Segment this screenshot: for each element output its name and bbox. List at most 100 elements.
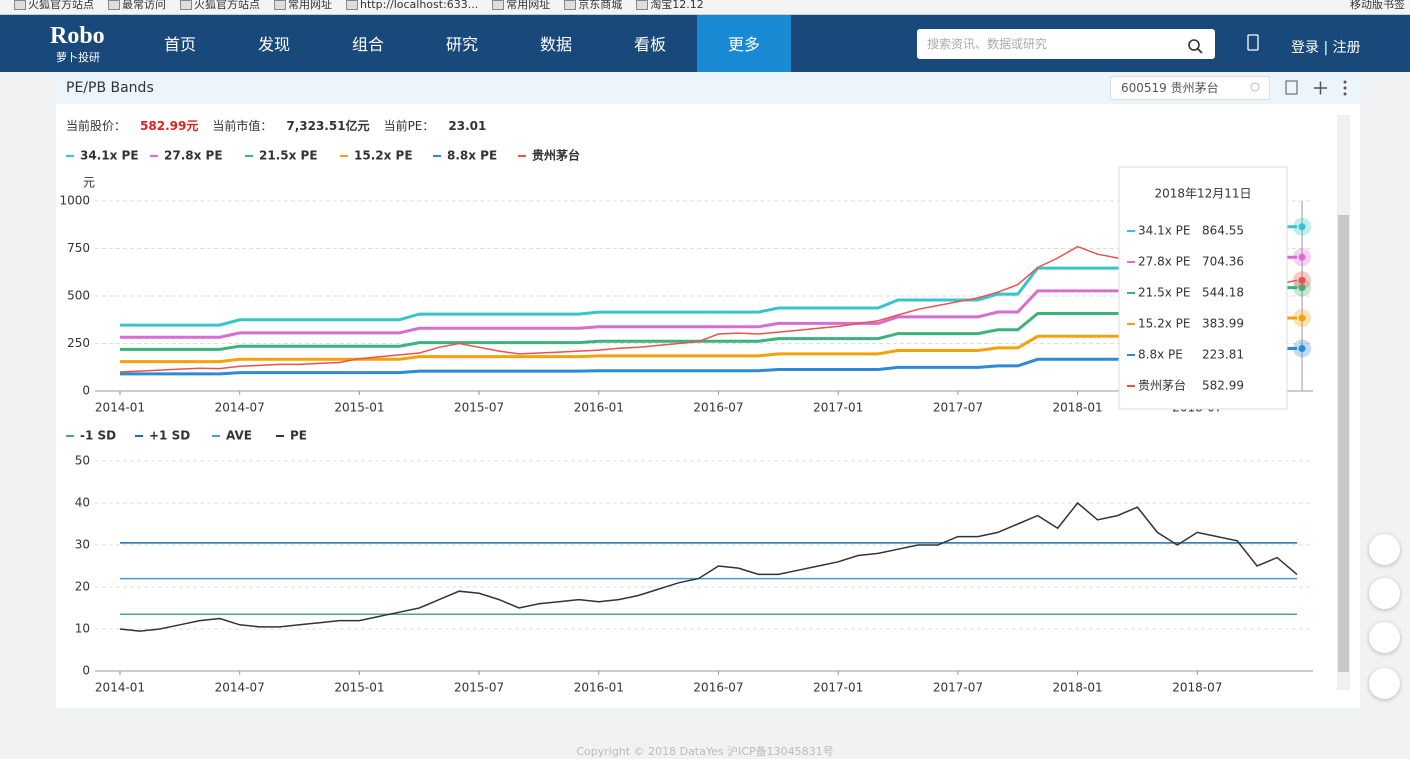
info-item: 当前股价： 582.99元: [66, 119, 198, 133]
nav-item[interactable]: 更多: [697, 15, 791, 72]
tooltip-name: 21.5x PE: [1138, 286, 1190, 300]
bookmark[interactable]: http://localhost:633...: [346, 0, 478, 10]
bookmarks-bar: 火狐官方站点 最常访问 火狐官方站点 常用网址 http://localhost:633…: [0, 0, 1410, 15]
series-line: [120, 225, 1297, 327]
series-line: [120, 347, 1297, 376]
x-tick-label: 2017-07: [933, 401, 983, 415]
tooltip-name: 8.8x PE: [1138, 348, 1183, 362]
scroll-thumb[interactable]: [1338, 215, 1349, 672]
tooltip-name: 27.8x PE: [1138, 255, 1190, 269]
nav-item[interactable]: 看板: [633, 35, 666, 54]
point: [1298, 253, 1306, 261]
search-box[interactable]: 搜索资讯、数据或研究: [917, 29, 1215, 59]
legend-label[interactable]: +1 SD: [149, 429, 190, 443]
point: [1298, 344, 1306, 352]
tooltip-value: 704.36: [1202, 255, 1244, 269]
x-tick-label: 2015-01: [334, 681, 384, 695]
tooltip-value: 582.99: [1202, 379, 1244, 393]
tooltip-value: 544.18: [1202, 286, 1244, 300]
legend-label[interactable]: PE: [290, 429, 307, 443]
export-icon[interactable]: [1285, 80, 1298, 95]
y-tick-label: 500: [67, 289, 90, 303]
info-value: 582.99元: [140, 119, 199, 133]
bookmark[interactable]: 火狐官方站点: [14, 0, 94, 10]
series-line: [119, 245, 1298, 373]
x-tick-label: 2014-07: [215, 401, 265, 415]
x-tick-label: 2017-01: [813, 401, 863, 415]
x-tick-label: 2015-07: [454, 681, 504, 695]
bookmark[interactable]: 淘宝12.12: [636, 0, 704, 10]
phone-button[interactable]: [1369, 622, 1400, 653]
info-item: 当前市值： 7,323.51亿元: [212, 119, 369, 133]
logo[interactable]: Robo: [50, 23, 105, 49]
info-line: 当前股价： 582.99元 当前市值： 7,323.51亿元 当前PE： 23.01: [66, 117, 500, 134]
x-tick-label: 2016-07: [693, 401, 743, 415]
bookmark[interactable]: 常用网址: [274, 0, 332, 10]
legend-label[interactable]: 34.1x PE: [80, 149, 139, 163]
legend-label[interactable]: -1 SD: [80, 429, 116, 443]
tooltip-name: 15.2x PE: [1138, 317, 1190, 331]
x-tick-label: 2014-01: [95, 681, 145, 695]
tooltip-value: 223.81: [1202, 348, 1244, 362]
support-button[interactable]: [1369, 534, 1400, 565]
legend-label[interactable]: 15.2x PE: [354, 149, 413, 163]
x-tick-label: 2015-07: [454, 401, 504, 415]
info-value: 7,323.51亿元: [286, 119, 370, 133]
menu-dot: [1343, 86, 1347, 90]
info-value: 23.01: [448, 119, 487, 133]
nav-item[interactable]: 首页: [163, 35, 196, 54]
bookmark[interactable]: 常用网址: [492, 0, 550, 10]
legend-label[interactable]: AVE: [226, 429, 252, 443]
nav-item[interactable]: 数据: [539, 35, 572, 54]
stock-input[interactable]: 600519 贵州茅台: [1110, 76, 1270, 100]
y-tick-label: 1000: [59, 194, 90, 208]
y-tick-label: 0: [82, 384, 90, 398]
info-label: 当前市值：: [212, 119, 273, 133]
x-tick-label: 2018-07: [1172, 681, 1222, 695]
y-tick-label: 250: [67, 336, 90, 350]
series-line: [120, 286, 1297, 351]
nav-item[interactable]: 组合: [351, 35, 384, 54]
login-link[interactable]: 登录: [1291, 40, 1319, 56]
nav-item[interactable]: 研究: [445, 35, 478, 54]
x-tick-label: 2016-07: [693, 681, 743, 695]
nav-item[interactable]: 发现: [257, 35, 290, 54]
add-icon[interactable]: [1314, 81, 1327, 95]
bookmark[interactable]: 火狐官方站点: [180, 0, 260, 10]
stock-search-icon: [1250, 82, 1260, 92]
x-tick-label: 2015-01: [334, 401, 384, 415]
register-link[interactable]: 注册: [1332, 40, 1361, 56]
legend-label[interactable]: 贵州茅台: [532, 148, 580, 163]
y-tick-label: 40: [75, 496, 90, 510]
tooltip-value: 864.55: [1202, 224, 1244, 238]
wechat-button[interactable]: [1369, 578, 1400, 609]
x-tick-label: 2016-01: [574, 401, 624, 415]
logo-sub: 萝卜投研: [56, 51, 100, 64]
x-tick-label: 2017-01: [813, 681, 863, 695]
legend-label[interactable]: 27.8x PE: [164, 149, 223, 163]
point: [1298, 223, 1306, 231]
phone-icon[interactable]: [1247, 34, 1259, 52]
legend-label[interactable]: 8.8x PE: [447, 149, 497, 163]
search-icon[interactable]: [1187, 38, 1203, 54]
y-tick-label: 30: [75, 538, 90, 552]
bookmark[interactable]: 最常访问: [108, 0, 166, 10]
menu-dot: [1343, 92, 1347, 96]
tooltip-title: 2018年12月11日: [1154, 187, 1251, 201]
y-tick-label: 0: [82, 664, 90, 678]
tooltip: [1118, 166, 1288, 410]
info-button[interactable]: [1369, 668, 1400, 699]
point: [1298, 276, 1306, 284]
x-tick-label: 2018-01: [1053, 401, 1103, 415]
bookmark[interactable]: 京东商城: [564, 0, 622, 10]
separator: |: [1323, 40, 1329, 56]
y-tick-label: 50: [75, 454, 90, 468]
nav-bar: Robo 萝卜投研 搜索资讯、数据或研究 登录 | 注册 首页 发现 组合 研究 数据 看…: [0, 15, 1410, 72]
legend-label[interactable]: 21.5x PE: [259, 149, 318, 163]
bookmark-right: 移动版书签: [1350, 0, 1405, 11]
info-label: 当前股价：: [66, 119, 127, 133]
tooltip-value: 383.99: [1202, 317, 1244, 331]
y-tick-label: 20: [75, 580, 90, 594]
